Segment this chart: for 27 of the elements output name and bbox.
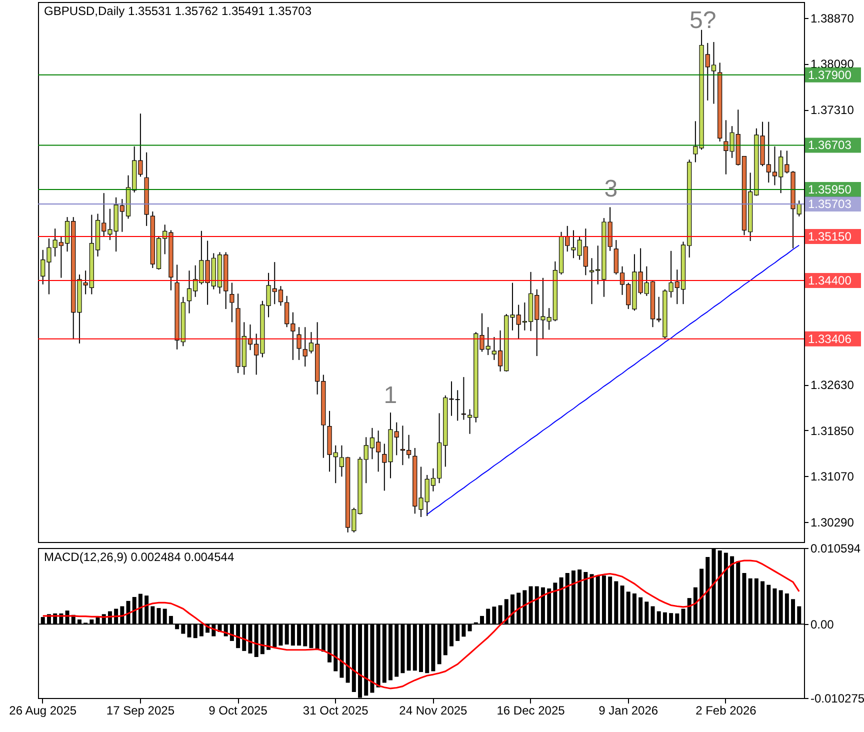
ref-line-label: 1.35703 bbox=[808, 196, 852, 211]
y-tick-label: 1.30290 bbox=[810, 516, 854, 530]
ref-line-label: 1.35150 bbox=[808, 229, 852, 244]
ref-line-label: 1.34400 bbox=[808, 274, 852, 288]
ref-line-label: 1.36703 bbox=[808, 138, 852, 152]
y-tick-label: 1.32630 bbox=[810, 378, 854, 392]
y-tick-label: 1.37310 bbox=[810, 103, 854, 118]
ref-line-label: 1.33406 bbox=[808, 332, 852, 346]
chart-title: GBPUSD,Daily 1.35531 1.35762 1.35491 1.35703 bbox=[44, 4, 312, 18]
annotation: 1 bbox=[384, 382, 398, 410]
x-tick-label: 31 Oct 2025 bbox=[302, 704, 369, 718]
x-tick-label: 16 Dec 2025 bbox=[496, 704, 566, 718]
chart-title: MACD(12,26,9) 0.002484 0.004544 bbox=[44, 550, 234, 564]
y-tick-label: -0.010275 bbox=[810, 692, 864, 706]
y-tick-label: 0.010594 bbox=[810, 542, 861, 556]
y-tick-label: 1.31850 bbox=[810, 424, 854, 438]
x-tick-label: 24 Nov 2025 bbox=[399, 704, 468, 718]
y-tick-label: 0.00 bbox=[810, 618, 834, 632]
x-tick-label: 2 Feb 2026 bbox=[696, 704, 757, 718]
x-tick-label: 9 Jan 2026 bbox=[598, 704, 658, 718]
annotation: 5? bbox=[690, 6, 716, 34]
x-tick-label: 17 Sep 2025 bbox=[106, 704, 175, 718]
y-tick-label: 1.31070 bbox=[810, 470, 854, 484]
ref-line-label: 1.35950 bbox=[808, 182, 852, 196]
x-tick-label: 26 Aug 2025 bbox=[9, 704, 77, 718]
x-tick-label: 9 Oct 2025 bbox=[208, 704, 268, 718]
y-tick-label: 1.38870 bbox=[810, 11, 854, 26]
